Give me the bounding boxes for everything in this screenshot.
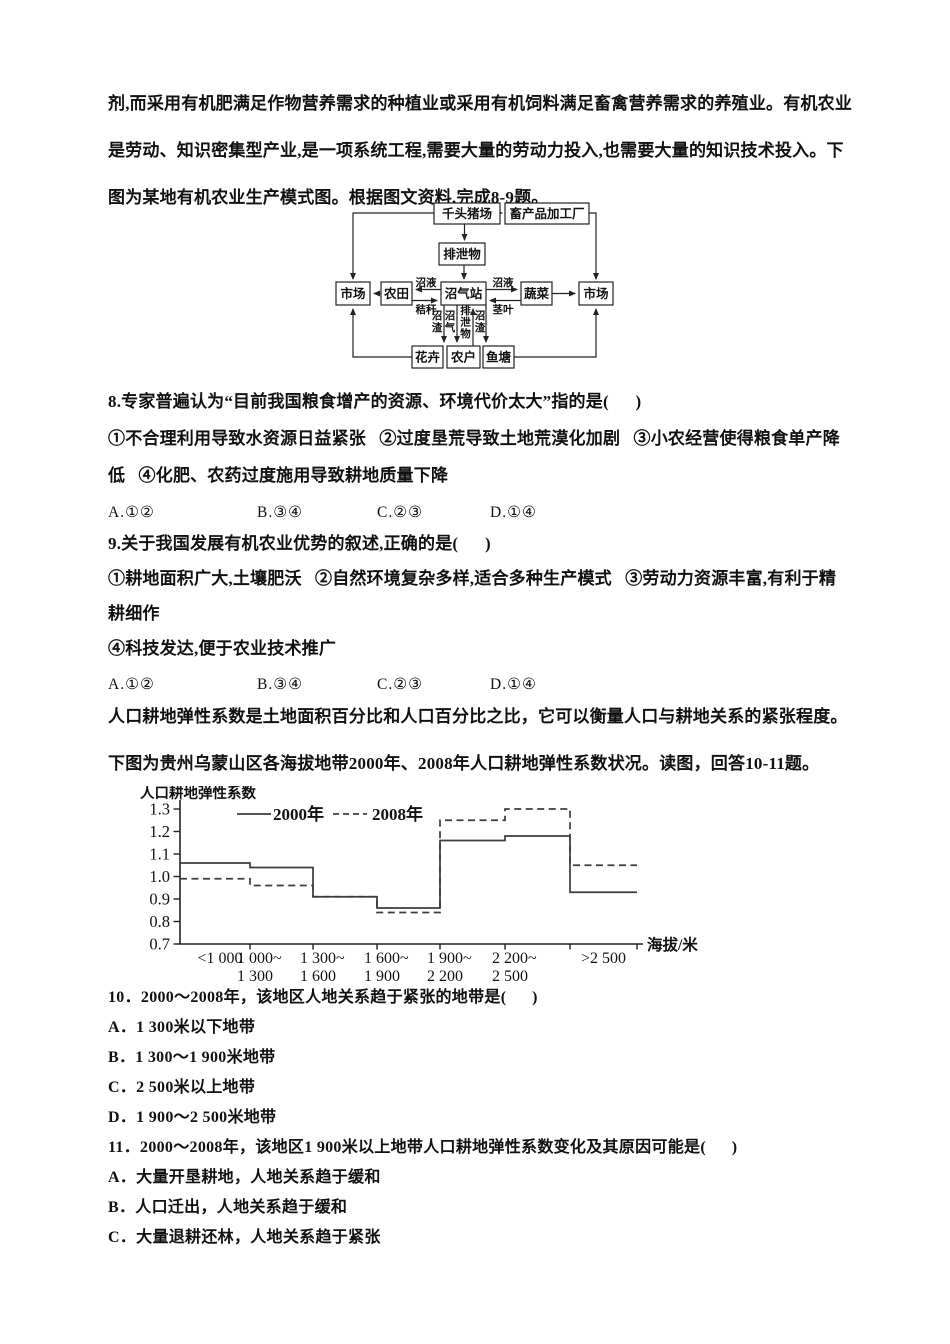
- flow-plant-to-market-right: [589, 212, 599, 280]
- diagram-node-box-fish-pond: [482, 345, 515, 369]
- chart-x-label: 1 900: [364, 968, 400, 985]
- chart-series-2000: [180, 835, 637, 909]
- diagram-node-box-pig-farm: [433, 202, 501, 225]
- flow-fishpond-to-market-right: [514, 308, 599, 358]
- diagram-node-label-excrement: 排泄物: [443, 247, 481, 262]
- question-8-option-d: D.①④: [490, 504, 537, 521]
- question-11: 11．2000～2008年，该地区1 900米以上地带人口耕地弹性系数变化及其原…: [108, 1133, 888, 1253]
- chart-y-tick-label: 1.1: [149, 845, 170, 864]
- diagram-node-box-market-right: [578, 281, 614, 306]
- diagram-node-box-flowers: [411, 345, 444, 369]
- diagram-flow-label-straw: 秸秆: [416, 303, 437, 316]
- chart-series-2008: [180, 808, 637, 914]
- question-8-option-c: C.②③: [377, 504, 424, 521]
- chart-x-label: 2 200~: [492, 950, 537, 967]
- diagram-node-label-pig-farm: 千头猪场: [442, 206, 492, 221]
- legend-label-2008: 2008年: [372, 804, 423, 824]
- question-9-options: A.①② B.③④ C.②③ D.①④: [108, 666, 888, 703]
- elasticity-intro-line-1: 人口耕地弹性系数是土地面积百分比和人口百分比之比，它可以衡量人口与耕地关系的紧张…: [108, 707, 848, 726]
- elasticity-intro-line-2: 下图为贵州乌蒙山区各海拔地带2000年、2008年人口耕地弹性系数状况。读图，回…: [108, 754, 820, 773]
- diagram-node-label-farm-household: 农户: [450, 350, 476, 365]
- diagram-node-box-biogas-station: [440, 281, 487, 306]
- diagram-node-label-vegetables: 蔬菜: [524, 286, 550, 301]
- chart-y-tick-label: 0.7: [149, 935, 170, 954]
- intro-line-1: 剂,而采用有机肥满足作物营养需求的种植业或采用有机饲料满足畜禽营养需求的养殖业。…: [108, 94, 853, 113]
- diagram-flow-label-residue-left: 沼渣: [432, 309, 443, 334]
- flow-flowers-to-market-left: [350, 308, 412, 358]
- diagram-node-box-vegetables: [520, 281, 553, 306]
- chart-y-tick-label: 0.8: [149, 912, 170, 931]
- question-9-option-a: A.①②: [108, 676, 155, 693]
- diagram-node-label-fish-pond: 鱼塘: [486, 350, 512, 365]
- question-8-option-b: B.③④: [257, 504, 304, 521]
- intro-line-2: 是劳动、知识密集型产业,是一项系统工程,需要大量的劳动力投入,也需要大量的知识技…: [108, 141, 844, 160]
- diagram-flow-label-slurry-left: 沼液: [416, 276, 437, 289]
- question-9-option-b: B.③④: [257, 676, 304, 693]
- chart-x-label: 2 200: [427, 968, 463, 985]
- chart-x-label: 1 600: [300, 968, 336, 985]
- question-10-option-c: C．2 500米以上地带: [108, 1079, 256, 1096]
- diagram-node-box-farm-household: [446, 345, 481, 369]
- chart-x-label: 1 000~: [237, 950, 282, 967]
- flow-pigfarm-to-market-left: [350, 212, 434, 280]
- chart-x-label: 2 500: [492, 968, 528, 985]
- question-9-body-2: 耕细作: [108, 604, 160, 623]
- question-8-stem: 8.专家普遍认为“目前我国粮食增产的资源、环境代价太大”指的是( ): [108, 392, 642, 411]
- diagram-flow-label-slurry-right: 沼液: [493, 276, 514, 289]
- legend-label-2000: 2000年: [273, 804, 324, 824]
- intro-line-3: 图为某地有机农业生产模式图。根据图文资料,完成8-9题。: [108, 188, 549, 207]
- chart-x-label: 1 300~: [300, 950, 345, 967]
- diagram-flow-label-excrement-up: 排泄物: [460, 304, 471, 340]
- question-10-option-b: B．1 300～1 900米地带: [108, 1049, 276, 1066]
- question-9-option-d: D.①④: [490, 676, 537, 693]
- question-9: 9.关于我国发展有机农业优势的叙述,正确的是( ) ①耕地面积广大,土壤肥沃 ②…: [108, 526, 888, 703]
- question-11-option-a: A．大量开垦耕地，人地关系趋于缓和: [108, 1169, 381, 1186]
- diagram-flow-label-stem-leaf: 茎叶: [493, 303, 514, 316]
- chart-x-label: 1 600~: [364, 950, 409, 967]
- diagram-node-label-market-left: 市场: [340, 286, 365, 301]
- question-9-stem: 9.关于我国发展有机农业优势的叙述,正确的是( ): [108, 534, 491, 553]
- question-10-option-d: D．1 900～2 500米地带: [108, 1109, 277, 1126]
- question-10-stem: 10．2000～2008年，该地区人地关系趋于紧张的地带是( ): [108, 989, 538, 1006]
- question-9-body-3: ④科技发达,便于农业技术推广: [108, 639, 337, 658]
- chart-x-axis-title: 海拔/米: [647, 935, 698, 954]
- diagram-node-label-processing-plant: 畜产品加工厂: [509, 206, 584, 221]
- chart-y-tick-label: 1.2: [149, 822, 170, 841]
- intro-paragraph: 剂,而采用有机肥满足作物营养需求的种植业或采用有机饲料满足畜禽营养需求的养殖业。…: [108, 80, 878, 221]
- question-11-option-c: C．大量退耕还林，人地关系趋于紧张: [108, 1229, 381, 1246]
- question-9-option-c: C.②③: [377, 676, 424, 693]
- diagram-node-label-market-right: 市场: [583, 286, 608, 301]
- diagram-node-box-processing-plant: [504, 202, 590, 225]
- diagram-node-label-biogas-station: 沼气站: [445, 286, 483, 301]
- chart-x-label: <1 000: [197, 950, 242, 967]
- question-8-body-2: 低 ④化肥、农药过度施用导致耕地质量下降: [108, 466, 449, 485]
- chart-y-tick-label: 0.9: [149, 890, 170, 909]
- question-8-body-1: ①不合理利用导致水资源日益紧张 ②过度垦荒导致土地荒漠化加剧 ③小农经营使得粮食…: [108, 429, 840, 448]
- elasticity-intro-paragraph: 人口耕地弹性系数是土地面积百分比和人口百分比之比，它可以衡量人口与耕地关系的紧张…: [108, 693, 888, 787]
- diagram-node-box-market-left: [335, 281, 371, 306]
- question-9-body-1: ①耕地面积广大,土壤肥沃 ②自然环境复杂多样,适合多种生产模式 ③劳动力资源丰富…: [108, 569, 837, 588]
- question-10-option-a: A．1 300米以下地带: [108, 1019, 256, 1036]
- diagram-node-label-farmland: 农田: [383, 286, 409, 301]
- chart-x-label: 1 900~: [427, 950, 472, 967]
- question-11-option-b: B．人口迁出，人地关系趋于缓和: [108, 1199, 348, 1216]
- chart-y-axis-title: 人口耕地弹性系数: [140, 786, 256, 802]
- question-11-stem: 11．2000～2008年，该地区1 900米以上地带人口耕地弹性系数变化及其原…: [108, 1139, 738, 1156]
- chart-x-label: 1 300: [237, 968, 273, 985]
- diagram-flow-label-biogas: 沼气: [444, 309, 456, 334]
- question-10: 10．2000～2008年，该地区人地关系趋于紧张的地带是( ) A．1 300…: [108, 983, 888, 1133]
- chart-x-label: >2 500: [581, 950, 626, 967]
- diagram-node-box-farmland: [380, 281, 413, 306]
- question-8-option-a: A.①②: [108, 504, 155, 521]
- chart-y-tick-label: 1.0: [149, 867, 170, 886]
- question-8-options: A.①② B.③④ C.②③ D.①④: [108, 494, 888, 531]
- question-8: 8.专家普遍认为“目前我国粮食增产的资源、环境代价太大”指的是( ) ①不合理利…: [108, 383, 888, 531]
- diagram-node-box-excrement: [438, 242, 486, 266]
- diagram-node-label-flowers: 花卉: [415, 350, 441, 365]
- chart-y-tick-label: 1.3: [149, 800, 170, 819]
- diagram-flow-label-residue-right: 沼渣: [475, 309, 486, 334]
